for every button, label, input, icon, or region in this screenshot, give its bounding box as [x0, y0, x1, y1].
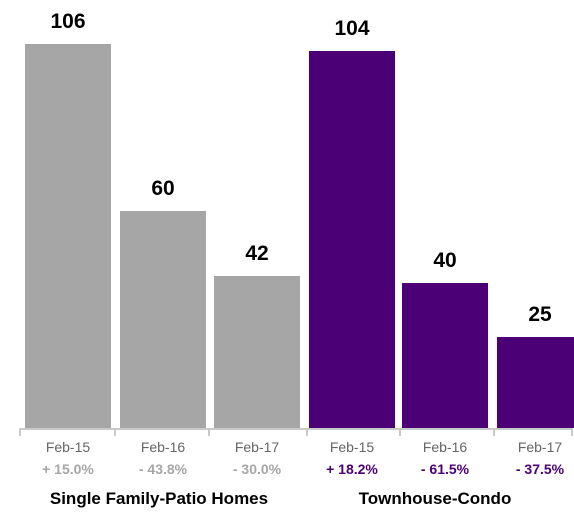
data-label: 60: [151, 177, 175, 200]
bar: [120, 211, 206, 428]
bar: [309, 51, 395, 428]
x-tick-label: Feb-15: [45, 439, 91, 455]
x-tick-label: Feb-17: [517, 439, 563, 455]
bar: [25, 44, 111, 428]
data-label: 25: [528, 303, 552, 326]
data-label: 40: [433, 249, 457, 272]
series-group-label: Single Family-Patio Homes: [49, 489, 269, 508]
x-axis-line: [20, 428, 572, 430]
x-tick-label: Feb-16: [140, 439, 186, 455]
change-percent-label: + 15.0%: [42, 461, 94, 477]
data-label: 106: [50, 10, 86, 33]
axis-tick: [399, 428, 401, 436]
axis-tick: [19, 428, 21, 436]
data-label: 104: [334, 17, 370, 40]
x-tick-label: Feb-15: [329, 439, 375, 455]
change-percent-label: + 18.2%: [326, 461, 378, 477]
change-percent-label: - 61.5%: [420, 461, 470, 477]
axis-tick: [493, 428, 495, 436]
bar: [402, 283, 488, 428]
change-percent-label: - 37.5%: [515, 461, 565, 477]
x-tick-label: Feb-16: [422, 439, 468, 455]
change-percent-label: - 30.0%: [232, 461, 282, 477]
x-tick-label: Feb-17: [234, 439, 280, 455]
series-group-label: Townhouse-Condo: [358, 489, 512, 508]
bar: [214, 276, 300, 428]
axis-tick: [306, 428, 308, 436]
bar: [497, 337, 574, 428]
axis-tick: [571, 428, 573, 436]
data-label: 42: [245, 242, 269, 265]
change-percent-label: - 43.8%: [138, 461, 188, 477]
axis-tick: [208, 428, 210, 436]
axis-tick: [114, 428, 116, 436]
